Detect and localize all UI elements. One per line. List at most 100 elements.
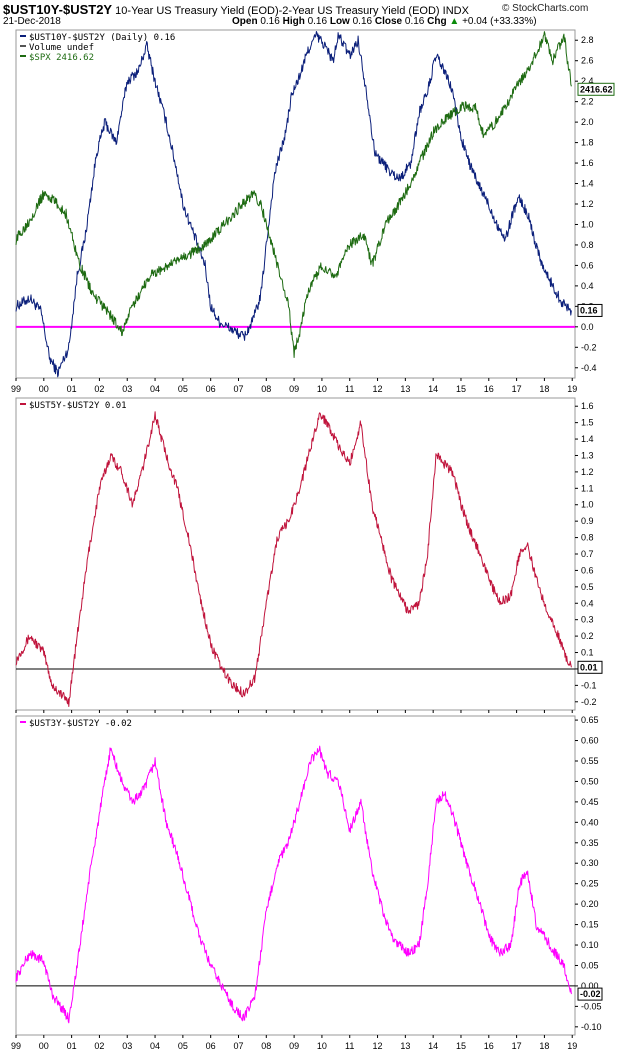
x-tick-label: 99 [11, 384, 21, 394]
x-tick-label: 12 [373, 1041, 383, 1051]
exchange-label: INDX [442, 5, 469, 17]
y-tick-label: 2.0 [581, 117, 594, 127]
x-tick-label: 06 [206, 1041, 216, 1051]
last-value-label: -0.02 [580, 989, 601, 999]
x-tick-label: 16 [484, 1041, 494, 1051]
date-label: 21-Dec-2018 [3, 16, 61, 27]
x-tick-label: 04 [150, 1041, 160, 1051]
y-tick-label: 0.20 [581, 899, 599, 909]
y-tick-label: 1.0 [581, 219, 594, 229]
up-triangle-icon: ▲ [449, 16, 460, 27]
y-tick-label: 0.2 [581, 631, 594, 641]
x-tick-label: 19 [567, 1041, 577, 1051]
x-tick-label: 03 [122, 384, 132, 394]
y-tick-label: 1.2 [581, 467, 594, 477]
x-tick-label: 17 [512, 384, 522, 394]
x-tick-label: 19 [567, 384, 577, 394]
y-tick-label: 1.1 [581, 483, 594, 493]
x-tick-label: 02 [94, 1041, 104, 1051]
x-tick-label: 03 [122, 1041, 132, 1051]
x-tick-label: 18 [539, 384, 549, 394]
description-label: 10-Year US Treasury Yield (EOD)-2-Year U… [115, 5, 440, 17]
open-label: Open [232, 16, 258, 27]
last-value-label: 0.01 [580, 662, 598, 672]
y-tick-label: 0.0 [581, 322, 594, 332]
y-tick-label: 0.50 [581, 776, 599, 786]
x-tick-label: 10 [317, 1041, 327, 1051]
brand-label: © StockCharts.com [502, 3, 589, 14]
ohlc-readout: Open 0.16 High 0.16 Low 0.16 Close 0.16 … [232, 16, 537, 27]
chg-label: Chg [427, 16, 447, 27]
y-tick-label: 0.35 [581, 838, 599, 848]
x-tick-label: 00 [39, 1041, 49, 1051]
y-tick-label: -0.2 [581, 697, 597, 707]
x-tick-label: 17 [512, 1041, 522, 1051]
last-value-box [577, 660, 603, 674]
symbol-label: $UST10Y-$UST2Y [3, 2, 113, 17]
x-tick-label: 08 [261, 1041, 271, 1051]
x-tick-label: 14 [428, 1041, 438, 1051]
panel-frame [15, 397, 576, 711]
y-tick-label: 1.4 [581, 434, 594, 444]
y-tick-label: 1.5 [581, 418, 594, 428]
series-line-main [15, 31, 572, 378]
y-tick-label: 0.6 [581, 260, 594, 270]
x-tick-label: 02 [94, 384, 104, 394]
close-value: 0.16 [404, 16, 425, 27]
overlay-last-value-label: 2416.62 [580, 84, 613, 94]
x-tick-label: 13 [400, 384, 410, 394]
y-tick-label: 1.8 [581, 138, 594, 148]
y-tick-label: 2.4 [581, 76, 594, 86]
y-tick-label: 0.40 [581, 817, 599, 827]
y-tick-label: -0.1 [581, 680, 597, 690]
overlay-last-value-box [577, 82, 615, 96]
x-tick-label: 08 [261, 384, 271, 394]
y-tick-label: 2.8 [581, 35, 594, 45]
x-tick-label: 11 [345, 1041, 354, 1051]
last-value-label: 0.16 [580, 305, 598, 315]
x-tick-label: 18 [539, 1041, 549, 1051]
y-tick-label: 1.4 [581, 179, 594, 189]
y-tick-label: 0.3 [581, 615, 594, 625]
y-tick-label: -0.05 [581, 1001, 602, 1011]
x-tick-label: 00 [39, 384, 49, 394]
y-tick-label: 0.7 [581, 549, 594, 559]
x-tick-label: 12 [373, 384, 383, 394]
close-label: Close [374, 16, 403, 27]
y-tick-label: -0.10 [581, 1022, 602, 1032]
y-tick-label: 0.05 [581, 960, 599, 970]
x-tick-label: 04 [150, 384, 160, 394]
legend-entry: $UST3Y-$UST2Y -0.02 [29, 719, 132, 729]
x-tick-label: 01 [67, 1041, 77, 1051]
x-tick-label: 09 [289, 384, 299, 394]
panel-bottom: 0.65 0.60 0.55 0.50 0.45 0.40 0.35 0.30 0.25 0.20… [11, 715, 603, 1051]
y-tick-label: 0.45 [581, 797, 599, 807]
legend-swatch [20, 35, 26, 37]
low-label: Low [329, 16, 350, 27]
y-tick-label: 0.8 [581, 533, 594, 543]
y-tick-label: 1.0 [581, 500, 594, 510]
low-value: 0.16 [352, 16, 373, 27]
y-tick-label: 2.2 [581, 97, 594, 107]
x-tick-label: 07 [233, 384, 243, 394]
legend-entry: $UST5Y-$UST2Y 0.01 [29, 401, 127, 411]
x-tick-label: 01 [67, 384, 77, 394]
panel-frame [15, 715, 576, 1036]
y-tick-label: 0.30 [581, 858, 599, 868]
x-tick-label: 10 [317, 384, 327, 394]
series-line-bottom [15, 745, 572, 1024]
y-tick-label: 0.1 [581, 648, 594, 658]
panel-main: 2.8 2.6 2.4 2.2 2.0 1.8 1.6 1.4 1.2 1.0 0.8 0.6 0.4 0… [11, 29, 615, 394]
open-value: 0.16 [260, 16, 280, 27]
y-tick-label: 0.4 [581, 598, 594, 608]
y-tick-label: 0.60 [581, 736, 599, 746]
y-tick-label: 0.8 [581, 240, 594, 250]
x-tick-label: 15 [456, 1041, 466, 1051]
y-tick-label: 0.00 [581, 981, 599, 991]
legend-swatch [20, 55, 26, 57]
y-tick-label: -0.2 [581, 342, 597, 352]
x-tick-label: 06 [206, 384, 216, 394]
y-tick-label: 0.5 [581, 582, 594, 592]
legend-swatch [20, 45, 26, 47]
